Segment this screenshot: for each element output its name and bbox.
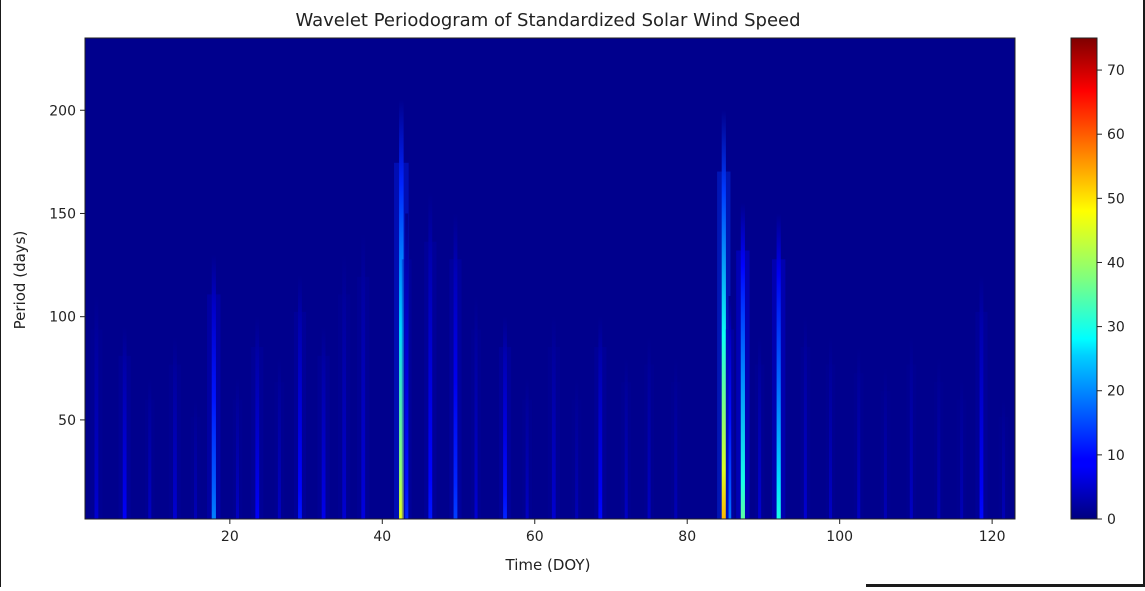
heatmap-streak bbox=[211, 254, 216, 519]
heatmap-streak bbox=[525, 378, 529, 519]
x-axis-label: Time (DOY) bbox=[505, 556, 591, 574]
heatmap-streak bbox=[960, 378, 964, 519]
heatmap-streak bbox=[277, 357, 281, 519]
heatmap-streak bbox=[857, 347, 861, 519]
heatmap-streak bbox=[503, 316, 507, 519]
heatmap-streak bbox=[937, 357, 941, 519]
y-tick-label: 200 bbox=[49, 103, 76, 119]
heatmap-streaks bbox=[90, 99, 1009, 519]
heatmap-streak bbox=[740, 203, 745, 519]
heatmap-streak bbox=[173, 337, 177, 519]
chart-title: Wavelet Periodogram of Standardized Sola… bbox=[295, 10, 800, 31]
heatmap-streak bbox=[776, 213, 781, 519]
heatmap-streak bbox=[94, 296, 99, 519]
colorbar-tick-label: 50 bbox=[1107, 191, 1125, 207]
colorbar-tick-label: 10 bbox=[1107, 448, 1125, 464]
y-axis-label: Period (days) bbox=[11, 231, 29, 330]
x-axis: 20 40 60 80 100 120 bbox=[221, 519, 1006, 545]
colorbar-tick-label: 30 bbox=[1107, 320, 1125, 336]
window-edge-bottom bbox=[866, 584, 1145, 587]
colorbar: 0 10 20 30 40 50 60 70 bbox=[1070, 37, 1125, 528]
heatmap-streak bbox=[399, 99, 404, 519]
window-edge-left bbox=[0, 0, 1, 587]
heatmap-streak bbox=[453, 213, 458, 519]
heatmap-streak bbox=[321, 327, 326, 519]
heatmap-streak bbox=[405, 213, 409, 519]
x-tick-label: 100 bbox=[826, 529, 853, 545]
heatmap-streak bbox=[551, 316, 556, 519]
colorbar-tick-label: 0 bbox=[1107, 512, 1116, 528]
heatmap-streak bbox=[575, 378, 579, 519]
heatmap-streak bbox=[883, 368, 887, 519]
heatmap-streak bbox=[624, 357, 628, 519]
x-tick-label: 40 bbox=[373, 529, 391, 545]
colorbar-tick-label: 20 bbox=[1107, 384, 1125, 400]
colorbar-ticks: 0 10 20 30 40 50 60 70 bbox=[1097, 63, 1125, 528]
x-tick-label: 80 bbox=[678, 529, 696, 545]
colorbar-tick-label: 60 bbox=[1107, 127, 1125, 143]
plot-frame bbox=[84, 37, 1016, 520]
colorbar-tick-label: 70 bbox=[1107, 63, 1125, 79]
y-tick-label: 150 bbox=[49, 206, 76, 222]
x-tick-label: 60 bbox=[526, 529, 544, 545]
heatmap-streak bbox=[235, 378, 239, 519]
heatmap-streak bbox=[674, 357, 678, 519]
heatmap-streak bbox=[298, 275, 302, 519]
colorbar-tick-label: 40 bbox=[1107, 255, 1125, 271]
heatmap-streak bbox=[598, 316, 603, 519]
heatmap-streak bbox=[647, 337, 651, 519]
heatmap-streak bbox=[721, 110, 726, 519]
y-tick-label: 100 bbox=[49, 310, 76, 326]
window-edge-right bbox=[1143, 0, 1145, 587]
heatmap-streak bbox=[428, 192, 433, 519]
heatmap-streak bbox=[829, 337, 833, 519]
heatmap-streak bbox=[979, 275, 984, 519]
colorbar-bar bbox=[1070, 37, 1098, 520]
heatmap-streak bbox=[194, 399, 198, 519]
x-tick-label: 120 bbox=[979, 529, 1006, 545]
heatmap-streak bbox=[361, 234, 366, 519]
heatmap-streak bbox=[122, 327, 127, 519]
heatmap-streak bbox=[1002, 399, 1006, 519]
heatmap-streak bbox=[474, 296, 478, 519]
heatmap-streak bbox=[758, 337, 762, 519]
heatmap-streak bbox=[803, 316, 807, 519]
heatmap-streak bbox=[148, 378, 152, 519]
x-tick-label: 20 bbox=[221, 529, 239, 545]
heatmap-streak bbox=[255, 316, 260, 519]
heatmap-streak bbox=[342, 254, 347, 519]
y-tick-label: 50 bbox=[58, 413, 76, 429]
y-axis: 50 100 150 200 bbox=[49, 103, 85, 429]
heatmap-streak bbox=[728, 296, 732, 519]
heatmap-plot-area bbox=[84, 37, 1016, 520]
heatmap-streak bbox=[909, 337, 913, 519]
